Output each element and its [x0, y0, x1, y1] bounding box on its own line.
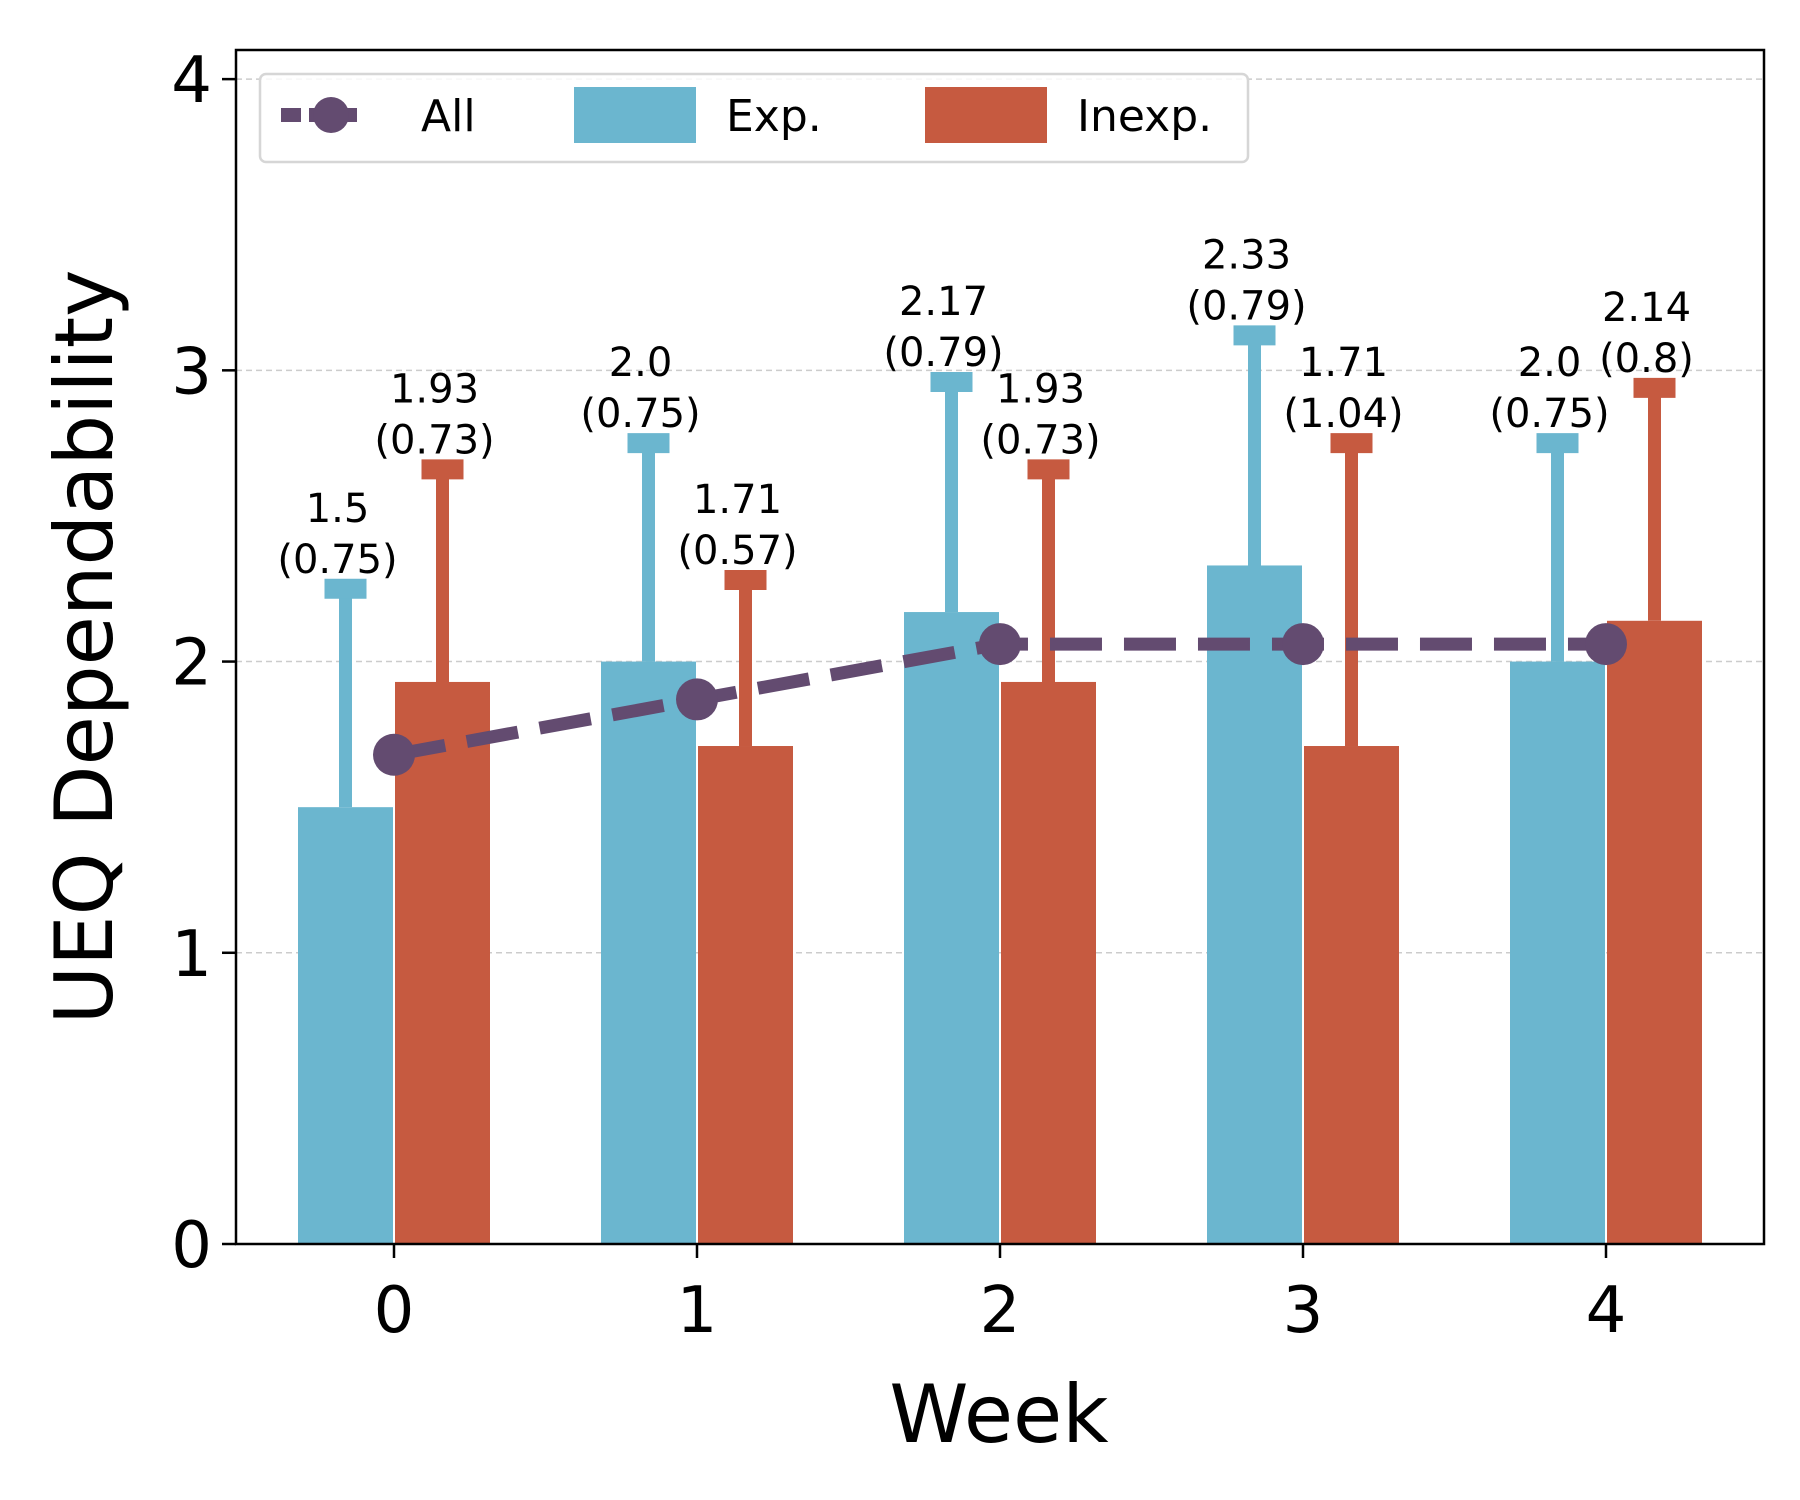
legend-exp-swatch [574, 87, 696, 143]
y-tick-label-1: 1 [171, 918, 212, 992]
bar-exp-week-4 [1510, 661, 1605, 1244]
legend-label-all: All [421, 91, 476, 142]
data-label-exp-sd-week-4: (0.75) [1489, 391, 1609, 437]
bar-inexp-week-0 [395, 681, 490, 1244]
legend-all-marker [313, 97, 349, 133]
bar-inexp-week-4 [1607, 620, 1702, 1244]
data-label-inexp-sd-week-2: (0.73) [980, 417, 1100, 463]
data-label-exp-sd-week-1: (0.75) [580, 391, 700, 437]
data-label-inexp-sd-week-4: (0.8) [1599, 336, 1694, 382]
data-label-inexp-sd-week-1: (0.57) [677, 528, 797, 574]
point-all-week-2 [979, 623, 1021, 666]
data-label-exp-value-week-3: 2.33 [1202, 232, 1291, 278]
data-label-inexp-sd-week-3: (1.04) [1283, 391, 1403, 437]
bar-inexp-week-3 [1304, 746, 1399, 1244]
x-tick-label-0: 0 [374, 1274, 415, 1348]
data-label-inexp-value-week-0: 1.93 [390, 366, 479, 412]
data-label-exp-value-week-0: 1.5 [306, 486, 370, 532]
data-label-exp-sd-week-2: (0.79) [883, 330, 1003, 376]
data-label-exp-value-week-2: 2.17 [899, 279, 988, 325]
legend-inexp-swatch [925, 87, 1047, 143]
bar-exp-week-2 [904, 612, 999, 1244]
bars-layer [298, 565, 1702, 1244]
bar-inexp-week-1 [698, 746, 793, 1244]
y-tick-label-2: 2 [171, 627, 212, 701]
x-tick-label-4: 4 [1586, 1274, 1627, 1348]
error-bars-layer [324, 325, 1676, 808]
point-all-week-4 [1585, 623, 1627, 666]
bar-exp-week-3 [1207, 565, 1302, 1244]
bar-inexp-week-2 [1001, 681, 1096, 1244]
legend-label-inexp: Inexp. [1077, 91, 1212, 142]
bar-exp-week-1 [601, 661, 696, 1244]
y-tick-label-3: 3 [171, 335, 212, 409]
y-tick-label-0: 0 [171, 1209, 212, 1283]
data-label-inexp-sd-week-0: (0.73) [374, 417, 494, 463]
legend: All Exp. Inexp. [258, 72, 1250, 164]
x-tick-label-2: 2 [980, 1274, 1021, 1348]
data-label-exp-value-week-1: 2.0 [609, 340, 673, 386]
axes-layer: 0 1 2 3 4 0 1 2 3 4 [171, 44, 1626, 1348]
data-label-inexp-value-week-4: 2.14 [1602, 285, 1691, 331]
point-all-week-3 [1282, 623, 1324, 666]
data-label-exp-sd-week-3: (0.79) [1186, 283, 1306, 329]
data-label-inexp-value-week-2: 1.93 [996, 366, 1085, 412]
x-tick-label-3: 3 [1283, 1274, 1324, 1348]
point-all-week-0 [373, 733, 415, 776]
line-series-layer [373, 623, 1627, 776]
data-label-inexp-value-week-3: 1.71 [1299, 340, 1388, 386]
point-all-week-1 [676, 678, 718, 721]
x-axis-label: Week [889, 1368, 1109, 1461]
data-labels-layer: 1.5 (0.75) 2.0 (0.75) 2.17 (0.79) 2.33 (0.79) 2.… [277, 232, 1694, 582]
data-label-exp-value-week-4: 2.0 [1518, 340, 1582, 386]
legend-label-exp: Exp. [726, 91, 822, 142]
y-axis-label: UEQ Dependability [38, 270, 131, 1025]
data-label-exp-sd-week-0: (0.75) [277, 537, 397, 583]
bar-exp-week-0 [298, 807, 393, 1244]
y-tick-label-4: 4 [171, 44, 212, 118]
data-label-inexp-value-week-1: 1.71 [693, 477, 782, 523]
x-tick-label-1: 1 [677, 1274, 718, 1348]
